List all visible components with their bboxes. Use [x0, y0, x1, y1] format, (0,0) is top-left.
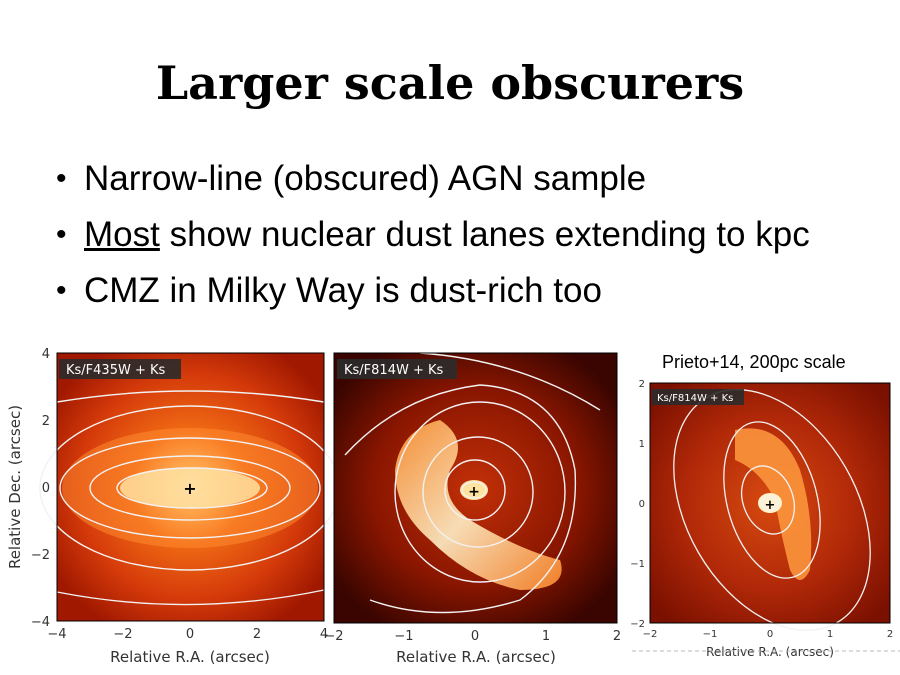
svg-text:1: 1 [827, 629, 833, 640]
svg-text:−2: −2 [31, 548, 50, 563]
panel-3-xlabel: Relative R.A. (arcsec) [706, 645, 834, 659]
panel-3: + Ks/F814W + Ks 2 1 0 −1 −2 −2 −1 0 1 2 … [630, 379, 900, 659]
panel-2-label: Ks/F814W + Ks [344, 363, 444, 378]
svg-text:4: 4 [320, 627, 328, 642]
slide-title: Larger scale obscurers [155, 56, 745, 110]
svg-text:−2: −2 [643, 629, 658, 640]
figure-caption: Prieto+14, 200pc scale [662, 352, 846, 372]
svg-text:0: 0 [186, 627, 194, 642]
panel-2: + Ks/F814W + Ks −2 −1 0 1 2 Relative R.A… [324, 352, 621, 666]
svg-text:0: 0 [639, 499, 645, 510]
panel-1-xticks: −4 −2 0 2 4 [47, 627, 328, 642]
svg-text:+: + [468, 484, 480, 500]
svg-text:1: 1 [639, 439, 645, 450]
panel-2-xticks: −2 −1 0 1 2 [324, 629, 621, 644]
bullet-text: Narrow-line (obscured) AGN sample [84, 159, 647, 198]
svg-text:−2: −2 [113, 627, 132, 642]
panel-1-yticks: 4 2 0 −2 −4 [31, 347, 50, 630]
bullet-list: Narrow-line (obscured) AGN sample Most s… [56, 156, 810, 324]
svg-text:−4: −4 [47, 627, 66, 642]
bullet-text: show nuclear dust lanes extending to kpc [159, 215, 810, 254]
svg-text:2: 2 [613, 629, 621, 644]
svg-text:+: + [183, 479, 196, 498]
svg-text:2: 2 [42, 414, 50, 429]
panel-1-label: Ks/F435W + Ks [66, 363, 166, 378]
panel-1-xlabel: Relative R.A. (arcsec) [110, 648, 270, 666]
svg-text:2: 2 [253, 627, 261, 642]
bullet-item: Narrow-line (obscured) AGN sample [56, 156, 810, 212]
bullet-item: Most show nuclear dust lanes extending t… [56, 212, 810, 268]
svg-text:4: 4 [42, 347, 50, 362]
bullet-text: CMZ in Milky Way is dust-rich too [84, 271, 602, 310]
bullet-emphasis: Most [84, 215, 160, 254]
svg-text:−1: −1 [703, 629, 718, 640]
panel-2-xlabel: Relative R.A. (arcsec) [396, 648, 556, 666]
panel-3-xticks: −2 −1 0 1 2 [643, 629, 894, 640]
bullet-item: CMZ in Milky Way is dust-rich too [56, 268, 810, 324]
svg-text:2: 2 [887, 629, 893, 640]
panel-1: + Ks/F435W + Ks 4 2 0 −2 −4 −4 −2 0 2 4 … [6, 347, 341, 666]
svg-text:−4: −4 [31, 615, 50, 630]
svg-text:1: 1 [542, 629, 550, 644]
svg-text:0: 0 [471, 629, 479, 644]
svg-text:0: 0 [767, 629, 773, 640]
svg-text:−2: −2 [630, 619, 645, 630]
panel-3-label: Ks/F814W + Ks [657, 393, 733, 404]
svg-text:−2: −2 [324, 629, 343, 644]
svg-text:−1: −1 [630, 559, 645, 570]
svg-text:0: 0 [42, 481, 50, 496]
svg-text:−1: −1 [394, 629, 413, 644]
panel-1-ylabel: Relative Dec. (arcsec) [6, 405, 24, 569]
panel-3-yticks: 2 1 0 −1 −2 [630, 379, 645, 630]
svg-text:2: 2 [639, 379, 645, 390]
svg-text:+: + [765, 498, 776, 513]
